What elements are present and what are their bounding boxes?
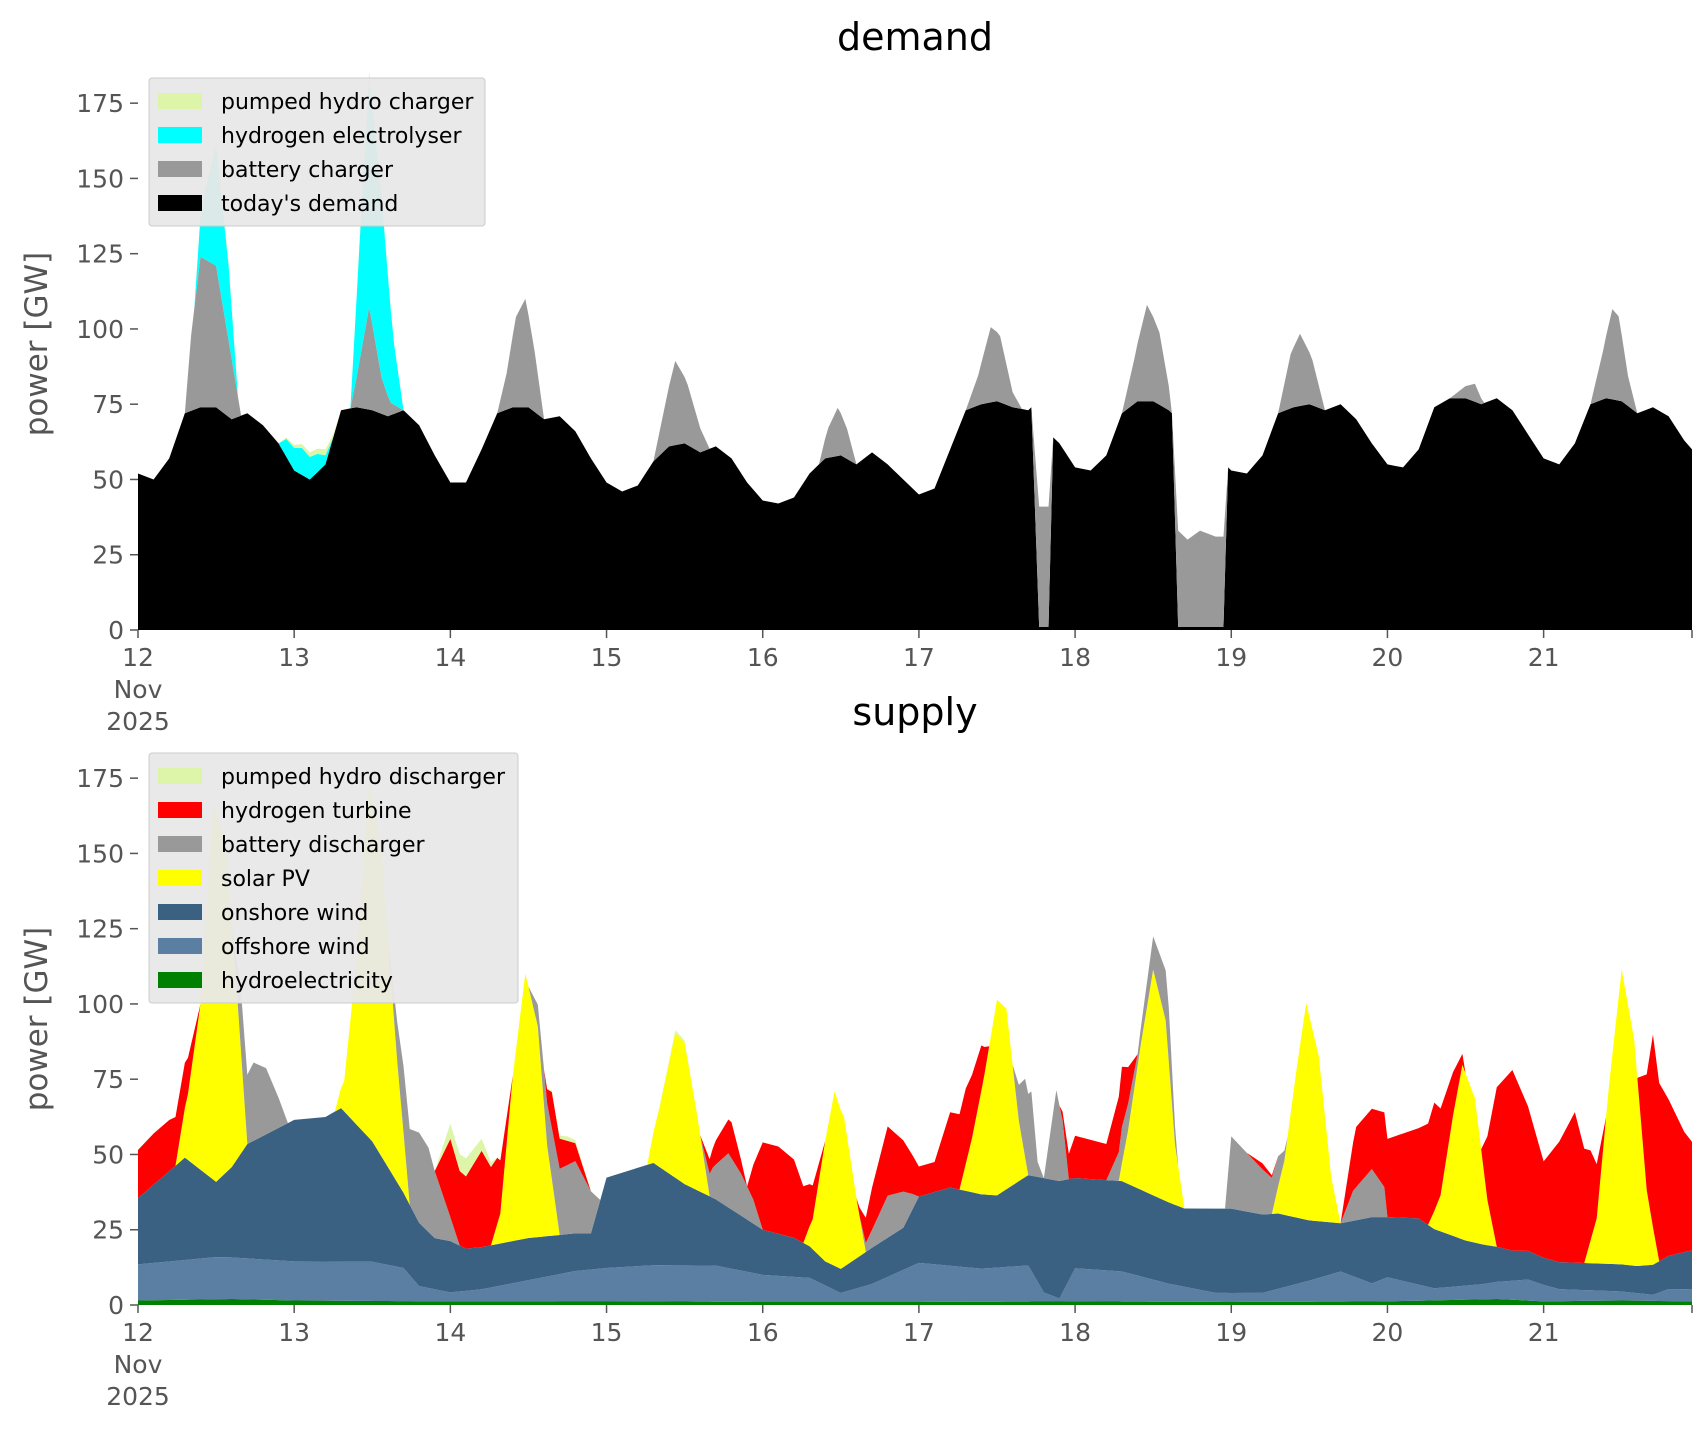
supply-x-tick-label: 14 [434, 1318, 466, 1347]
supply-y-tick-label: 25 [92, 1216, 124, 1245]
supply-y-tick-label: 0 [108, 1291, 124, 1320]
demand-y-tick-label: 175 [76, 89, 124, 118]
supply-legend-swatch-onshore-wind [158, 904, 202, 920]
demand-x-tick-label: 12 Nov 2025 [106, 643, 170, 736]
demand-x-axis: 12 Nov 2025 13 14 15 16 17 18 19 20 21 [106, 630, 1693, 736]
supply-x-tick-label: 17 [903, 1318, 935, 1347]
demand-y-tick-label: 0 [108, 616, 124, 645]
supply-x-tick-label: 21 [1528, 1318, 1560, 1347]
supply-legend-label-onshore-wind: onshore wind [221, 901, 368, 926]
supply-y-axis: 0 25 50 75 100 125 150 175 [76, 764, 138, 1320]
demand-x-tick-label: 17 [903, 643, 935, 672]
demand-legend-label-todays-demand: today's demand [221, 192, 398, 217]
supply-legend-label-pumped-hydro-discharger: pumped hydro discharger [221, 765, 506, 790]
demand-y-tick-label: 25 [92, 541, 124, 570]
supply-legend-box [148, 752, 519, 1004]
supply-x-tick-label: 20 [1372, 1318, 1404, 1347]
supply-series-solar-pv [138, 782, 1692, 1269]
demand-series-layer [138, 71, 1692, 630]
demand-legend-swatch-battery-charger [158, 161, 202, 177]
supply-legend-swatch-hydroelectricity [158, 972, 202, 988]
demand-y-tick-label: 100 [76, 315, 124, 344]
supply-series-hydrogen-turbine [138, 782, 1692, 1263]
demand-x-tick-label: 20 [1372, 643, 1404, 672]
supply-y-axis-label: power [GW] [19, 927, 55, 1112]
supply-legend-label-battery-discharger: battery discharger [221, 833, 426, 858]
supply-series-onshore-wind [138, 1108, 1692, 1299]
demand-y-tick-label: 150 [76, 164, 124, 193]
supply-x-tick-label: 19 [1215, 1318, 1247, 1347]
demand-y-axis-label: power [GW] [19, 252, 55, 437]
supply-x-tick-label: 12 Nov 2025 [106, 1318, 170, 1411]
supply-legend-swatch-battery-discharger [158, 836, 202, 852]
supply-legend-swatch-offshore-wind [158, 938, 202, 954]
supply-x-tick-label: 15 [591, 1318, 623, 1347]
supply-legend: pumped hydro discharger hydrogen turbine b… [148, 752, 519, 1004]
supply-x-axis: 12 Nov 2025 13 14 15 16 17 18 19 20 21 [106, 1305, 1693, 1411]
demand-legend-swatch-todays-demand [158, 195, 202, 211]
demand-legend-box [148, 77, 486, 227]
supply-legend-label-hydrogen-turbine: hydrogen turbine [221, 799, 412, 824]
supply-legend-swatch-solar-pv [158, 870, 202, 886]
supply-y-tick-label: 50 [92, 1140, 124, 1169]
demand-x-tick-label: 15 [591, 643, 623, 672]
demand-legend-label-battery-charger: battery charger [221, 158, 394, 183]
demand-legend-swatch-pumped-hydro-charger [158, 93, 202, 109]
supply-legend-label-solar-pv: solar PV [221, 867, 310, 892]
demand-y-tick-label: 50 [92, 465, 124, 494]
demand-legend-label-pumped-hydro-charger: pumped hydro charger [221, 90, 474, 115]
demand-x-tick-label: 19 [1215, 643, 1247, 672]
supply-series-layer [138, 775, 1692, 1305]
supply-x-tick-label: 13 [278, 1318, 310, 1347]
supply-legend-label-offshore-wind: offshore wind [221, 935, 370, 960]
demand-y-axis: 0 25 50 75 100 125 150 175 [76, 89, 138, 645]
supply-y-tick-label: 75 [92, 1065, 124, 1094]
demand-chart-title: demand [837, 15, 993, 59]
supply-y-tick-label: 100 [76, 990, 124, 1019]
demand-x-tick-label: 21 [1528, 643, 1560, 672]
demand-series-todays-demand [138, 398, 1692, 630]
supply-y-tick-label: 125 [76, 915, 124, 944]
demand-x-tick-label: 16 [747, 643, 779, 672]
supply-legend-swatch-pumped-hydro-discharger [158, 768, 202, 784]
demand-x-tick-label: 18 [1059, 643, 1091, 672]
demand-y-tick-label: 125 [76, 240, 124, 269]
supply-y-tick-label: 175 [76, 764, 124, 793]
supply-chart-title: supply [852, 690, 977, 734]
demand-y-tick-label: 75 [92, 390, 124, 419]
demand-legend: pumped hydro charger hydrogen electrolyse… [148, 77, 486, 227]
demand-x-tick-label: 13 [278, 643, 310, 672]
demand-x-tick-label: 14 [434, 643, 466, 672]
demand-legend-label-hydrogen-electrolyser: hydrogen electrolyser [221, 124, 462, 149]
supply-x-tick-label: 16 [747, 1318, 779, 1347]
supply-series-offshore-wind [138, 1257, 1692, 1302]
demand-legend-swatch-hydrogen-electrolyser [158, 127, 202, 143]
supply-y-tick-label: 150 [76, 839, 124, 868]
supply-x-tick-label: 18 [1059, 1318, 1091, 1347]
supply-legend-swatch-hydrogen-turbine [158, 802, 202, 818]
supply-legend-label-hydroelectricity: hydroelectricity [221, 969, 393, 994]
demand-series-battery-charger [138, 256, 1692, 627]
